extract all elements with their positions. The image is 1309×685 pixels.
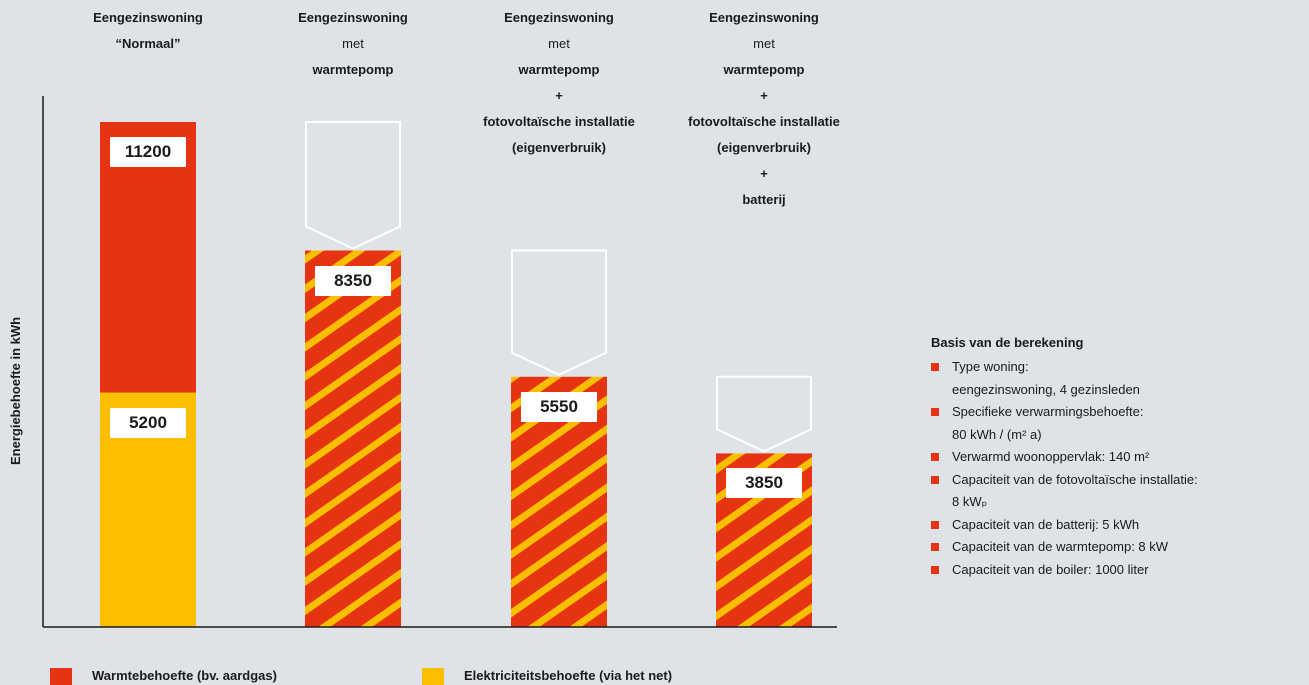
y-axis-label: Energiebehoefte in kWh (8, 316, 23, 465)
column-title-0: Eengezinswoning “Normaal” (38, 5, 258, 57)
legend-electricity-swatch (422, 668, 444, 685)
basis-item-text: Specifieke verwarmingsbehoefte: (952, 404, 1144, 419)
column-title-line: met (548, 36, 570, 51)
column-title-line: Eengezinswoning (93, 10, 203, 25)
column-title-line: fotovoltaïsche installatie (688, 114, 840, 129)
basis-title: Basis van de berekening (931, 335, 1084, 350)
column-title-line: + (760, 166, 768, 181)
value-label-combined-3: 3850 (726, 468, 802, 499)
basis-item-text: Capaciteit van de warmtepomp: 8 kW (952, 539, 1169, 554)
basis-item: Capaciteit van de boiler: 1000 liter (931, 559, 1306, 582)
value-label-combined-1: 8350 (315, 265, 391, 296)
column-title-line: “Normaal” (115, 36, 181, 51)
column-title-line: met (753, 36, 775, 51)
reduction-arrow-1 (305, 121, 401, 250)
basis-list: Type woning: eengezinswoning, 4 gezinsled… (931, 356, 1306, 581)
square-bullet-icon (931, 565, 939, 574)
square-bullet-icon (931, 453, 939, 461)
column-title-line: warmtepomp (518, 62, 600, 77)
basis-item-text: Capaciteit van de fotovoltaïsche install… (952, 471, 1198, 487)
reduction-arrow-2 (511, 249, 607, 376)
basis-item-text: eengezinswoning, 4 gezinsleden (952, 381, 1140, 397)
basis-item: Capaciteit van de batterij: 5 kWh (931, 514, 1306, 537)
calculation-basis: Basis van de berekening Type woning: eeng… (931, 335, 1306, 581)
column-title-line: batterij (742, 192, 786, 207)
column-title-line: (eigenverbruik) (717, 140, 811, 155)
basis-item: Capaciteit van de fotovoltaïsche install… (931, 469, 1306, 514)
column-title-line: Eengezinswoning (298, 10, 408, 25)
square-bullet-icon (931, 475, 939, 484)
square-bullet-icon (931, 543, 939, 551)
column-title-line: Eengezinswoning (504, 10, 614, 25)
column-title-1: Eengezinswoning met warmtepomp (243, 5, 463, 83)
column-title-line: + (555, 88, 563, 103)
basis-item-text: 80 kWh / (m² a) (952, 426, 1042, 442)
basis-item: Capaciteit van de warmtepomp: 8 kW (931, 536, 1306, 559)
column-title-line: warmtepomp (312, 62, 394, 77)
reduction-arrow-3 (716, 375, 812, 453)
basis-item-text: Capaciteit van de boiler: 1000 liter (952, 561, 1149, 577)
basis-item: Type woning: eengezinswoning, 4 gezinsled… (931, 356, 1306, 401)
basis-item-text: Capaciteit van de batterij: 5 kWh (952, 516, 1140, 532)
column-title-line: fotovoltaïsche installatie (483, 114, 635, 129)
square-bullet-icon (931, 408, 939, 416)
square-bullet-icon (931, 520, 939, 529)
column-title-line: Eengezinswoning (709, 10, 819, 25)
bar-combined-1 (305, 250, 401, 628)
bar-heat-0 (100, 122, 196, 393)
basis-item-text: Verwarmd woonoppervlak: 140 m² (952, 449, 1150, 464)
value-label-combined-2: 5550 (521, 391, 597, 422)
basis-item: Specifieke verwarmingsbehoefte: 80 kWh / … (931, 401, 1306, 446)
column-title-line: warmtepomp (723, 62, 805, 77)
legend-heat-swatch (50, 668, 72, 685)
column-title-2: Eengezinswoning met warmtepomp + fotovoltaïs… (449, 5, 669, 161)
legend-heat-label: Warmtebehoefte (bv. aardgas) (92, 668, 277, 683)
basis-item: Verwarmd woonoppervlak: 140 m² (931, 446, 1306, 469)
column-title-line: (eigenverbruik) (512, 140, 606, 155)
square-bullet-icon (931, 363, 939, 371)
column-title-line: met (342, 36, 364, 51)
column-title-line: + (760, 88, 768, 103)
value-label-electricity-0: 5200 (110, 407, 186, 438)
legend-electricity-label: Elektriciteitsbehoefte (via het net) (464, 668, 673, 683)
value-label-heat-0: 11200 (110, 137, 186, 167)
basis-item-text: Type woning: (952, 359, 1029, 374)
column-title-3: Eengezinswoning met warmtepomp + fotovoltaïs… (654, 5, 874, 213)
basis-item-text: 8 kWₚ (952, 494, 988, 509)
